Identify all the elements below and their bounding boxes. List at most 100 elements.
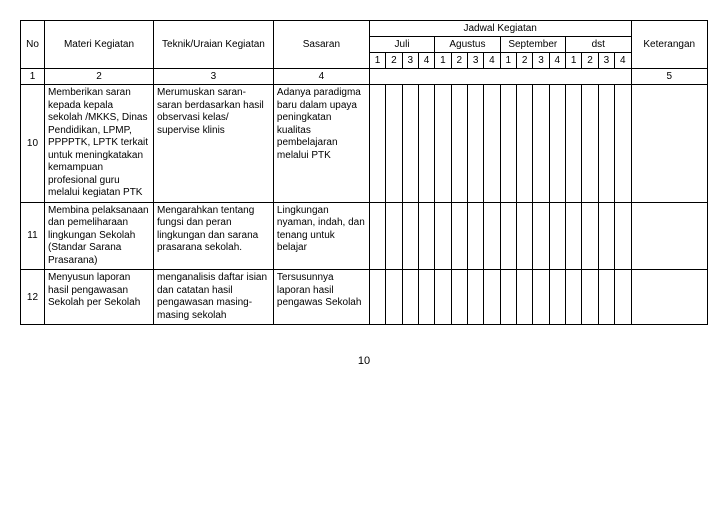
cell-week — [435, 270, 451, 325]
header-week: 2 — [582, 53, 598, 69]
cell-week — [598, 85, 614, 203]
header-week: 4 — [549, 53, 565, 69]
cell-week — [615, 270, 632, 325]
cell-week — [516, 85, 532, 203]
header-week: 4 — [615, 53, 632, 69]
cell-week — [418, 85, 434, 203]
cell-teknik: menganalisis daftar isian dan catatan ha… — [154, 270, 274, 325]
cell-keterangan — [631, 202, 707, 270]
header-week: 3 — [467, 53, 483, 69]
cell-teknik: Mengarahkan tentang fungsi dan peran lin… — [154, 202, 274, 270]
cell-week — [582, 85, 598, 203]
cell-week — [500, 202, 516, 270]
cell-keterangan — [631, 270, 707, 325]
page-number: 10 — [20, 355, 708, 367]
cell-teknik: Merumuskan saran-saran berdasarkan hasil… — [154, 85, 274, 203]
colnum-jadwal — [369, 69, 631, 85]
cell-week — [467, 202, 483, 270]
cell-sasaran: Lingkungan nyaman, indah, dan tenang unt… — [273, 202, 369, 270]
cell-materi: Membina pelaksanaan dan pemeliharaan lin… — [44, 202, 153, 270]
table-row: 11 Membina pelaksanaan dan pemeliharaan … — [21, 202, 708, 270]
header-week: 3 — [598, 53, 614, 69]
header-month: September — [500, 37, 565, 53]
header-week: 2 — [451, 53, 467, 69]
cell-week — [500, 85, 516, 203]
cell-week — [402, 85, 418, 203]
colnum: 4 — [273, 69, 369, 85]
header-keterangan: Keterangan — [631, 21, 707, 69]
header-jadwal: Jadwal Kegiatan — [369, 21, 631, 37]
cell-week — [369, 202, 385, 270]
cell-week — [435, 85, 451, 203]
cell-week — [402, 270, 418, 325]
cell-week — [369, 270, 385, 325]
cell-week — [549, 202, 565, 270]
cell-week — [533, 270, 549, 325]
cell-week — [418, 202, 434, 270]
schedule-table: No Materi Kegiatan Teknik/Uraian Kegiata… — [20, 20, 708, 325]
cell-keterangan — [631, 85, 707, 203]
cell-materi: Memberikan saran kepada kepala sekolah /… — [44, 85, 153, 203]
cell-week — [500, 270, 516, 325]
cell-week — [533, 202, 549, 270]
cell-week — [549, 85, 565, 203]
cell-sasaran: Tersusunnya laporan hasil pengawas Sekol… — [273, 270, 369, 325]
cell-week — [451, 202, 467, 270]
header-week: 3 — [533, 53, 549, 69]
cell-week — [615, 85, 632, 203]
cell-week — [533, 85, 549, 203]
cell-week — [386, 270, 402, 325]
colnum: 3 — [154, 69, 274, 85]
colnum: 1 — [21, 69, 45, 85]
cell-week — [484, 270, 500, 325]
cell-week — [549, 270, 565, 325]
colnum: 5 — [631, 69, 707, 85]
table-header: No Materi Kegiatan Teknik/Uraian Kegiata… — [21, 21, 708, 85]
cell-week — [582, 270, 598, 325]
cell-week — [582, 202, 598, 270]
cell-week — [467, 270, 483, 325]
cell-week — [467, 85, 483, 203]
cell-week — [565, 202, 581, 270]
header-week: 1 — [565, 53, 581, 69]
header-month: dst — [565, 37, 631, 53]
cell-week — [484, 85, 500, 203]
cell-week — [402, 202, 418, 270]
cell-week — [516, 202, 532, 270]
header-teknik: Teknik/Uraian Kegiatan — [154, 21, 274, 69]
header-week: 2 — [516, 53, 532, 69]
cell-no: 11 — [21, 202, 45, 270]
header-week: 1 — [369, 53, 385, 69]
cell-materi: Menyusun laporan hasil pengawasan Sekola… — [44, 270, 153, 325]
header-materi: Materi Kegiatan — [44, 21, 153, 69]
page-container: No Materi Kegiatan Teknik/Uraian Kegiata… — [20, 20, 708, 367]
cell-week — [598, 270, 614, 325]
cell-week — [565, 270, 581, 325]
cell-week — [418, 270, 434, 325]
header-no: No — [21, 21, 45, 69]
header-week: 1 — [435, 53, 451, 69]
cell-week — [615, 202, 632, 270]
cell-week — [516, 270, 532, 325]
header-week: 2 — [386, 53, 402, 69]
header-week: 4 — [418, 53, 434, 69]
header-week: 1 — [500, 53, 516, 69]
cell-week — [565, 85, 581, 203]
table-row: 10 Memberikan saran kepada kepala sekola… — [21, 85, 708, 203]
cell-no: 10 — [21, 85, 45, 203]
cell-week — [369, 85, 385, 203]
table-row: 12 Menyusun laporan hasil pengawasan Sek… — [21, 270, 708, 325]
header-sasaran: Sasaran — [273, 21, 369, 69]
cell-week — [386, 85, 402, 203]
colnum: 2 — [44, 69, 153, 85]
cell-week — [451, 85, 467, 203]
cell-week — [386, 202, 402, 270]
cell-no: 12 — [21, 270, 45, 325]
cell-week — [451, 270, 467, 325]
header-month: Agustus — [435, 37, 500, 53]
cell-week — [598, 202, 614, 270]
cell-sasaran: Adanya paradigma baru dalam upaya pening… — [273, 85, 369, 203]
header-week: 4 — [484, 53, 500, 69]
header-week: 3 — [402, 53, 418, 69]
cell-week — [435, 202, 451, 270]
